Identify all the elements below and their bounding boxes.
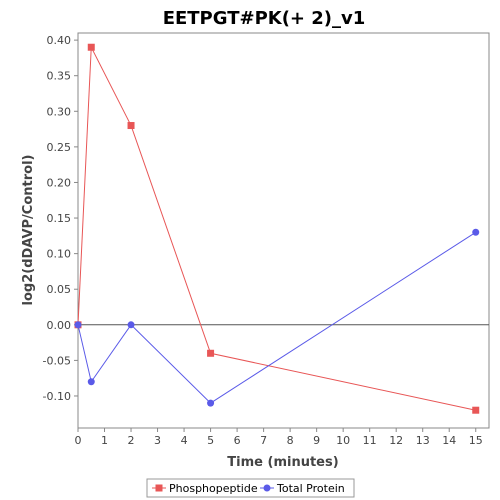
x-tick-label: 2 bbox=[128, 434, 135, 447]
y-tick-label: -0.05 bbox=[43, 354, 71, 367]
series-total-protein bbox=[74, 228, 480, 407]
y-tick-label: 0.30 bbox=[47, 105, 72, 118]
x-tick-label: 3 bbox=[154, 434, 161, 447]
x-tick-label: 8 bbox=[287, 434, 294, 447]
x-tick-label: 15 bbox=[469, 434, 483, 447]
data-point bbox=[207, 349, 215, 357]
y-tick-label: 0.20 bbox=[47, 176, 72, 189]
x-tick-label: 7 bbox=[260, 434, 267, 447]
y-tick-label: 0.15 bbox=[47, 212, 72, 225]
legend-box bbox=[146, 478, 355, 498]
y-axis: -0.10 -0.05 0.00 0.05 0.10 0.15 0.20 0.25 0.30 0.… bbox=[43, 34, 78, 403]
data-point bbox=[87, 378, 95, 386]
x-tick-label: 10 bbox=[336, 434, 350, 447]
legend-item-phosphopeptide: Phosphopeptide bbox=[152, 482, 258, 495]
y-tick-label: 0.10 bbox=[47, 248, 72, 261]
plot-area bbox=[77, 32, 490, 429]
x-tick-label: 4 bbox=[181, 434, 188, 447]
legend-label: Total Protein bbox=[276, 482, 345, 495]
data-point bbox=[207, 399, 215, 407]
chart-title: EETPGT#PK(+ 2)_v1 bbox=[163, 8, 366, 29]
x-tick-label: 11 bbox=[363, 434, 377, 447]
y-tick-label: 0.00 bbox=[47, 319, 72, 332]
data-point bbox=[127, 321, 135, 329]
y-tick-label: -0.10 bbox=[43, 390, 71, 403]
legend-item-total-protein: Total Protein bbox=[260, 482, 345, 495]
x-tick-label: 1 bbox=[101, 434, 108, 447]
y-tick-label: 0.35 bbox=[47, 70, 72, 83]
data-point bbox=[87, 43, 95, 51]
x-tick-label: 5 bbox=[207, 434, 214, 447]
x-tick-label: 14 bbox=[442, 434, 456, 447]
x-tick-label: 13 bbox=[416, 434, 430, 447]
legend-label: Phosphopeptide bbox=[169, 482, 258, 495]
y-tick-label: 0.40 bbox=[47, 34, 72, 47]
x-tick-label: 9 bbox=[313, 434, 320, 447]
x-tick-label: 6 bbox=[234, 434, 241, 447]
data-point bbox=[472, 406, 480, 414]
legend-marker bbox=[263, 484, 271, 492]
x-axis-label: Time (minutes) bbox=[227, 455, 338, 470]
y-tick-label: 0.25 bbox=[47, 141, 72, 154]
x-tick-label: 0 bbox=[75, 434, 82, 447]
series-layer bbox=[74, 43, 480, 414]
x-axis: 0 1 2 3 4 5 6 7 8 9 10 11 12 13 14 15 bbox=[75, 428, 483, 447]
data-point bbox=[74, 321, 82, 329]
legend-marker bbox=[155, 484, 163, 492]
y-tick-label: 0.05 bbox=[47, 283, 72, 296]
data-point bbox=[472, 228, 480, 236]
legend: Phosphopeptide Total Protein bbox=[146, 478, 355, 498]
y-axis-label: log2(dDAVP/Control) bbox=[21, 155, 36, 306]
x-tick-label: 12 bbox=[389, 434, 403, 447]
data-point bbox=[127, 122, 135, 130]
